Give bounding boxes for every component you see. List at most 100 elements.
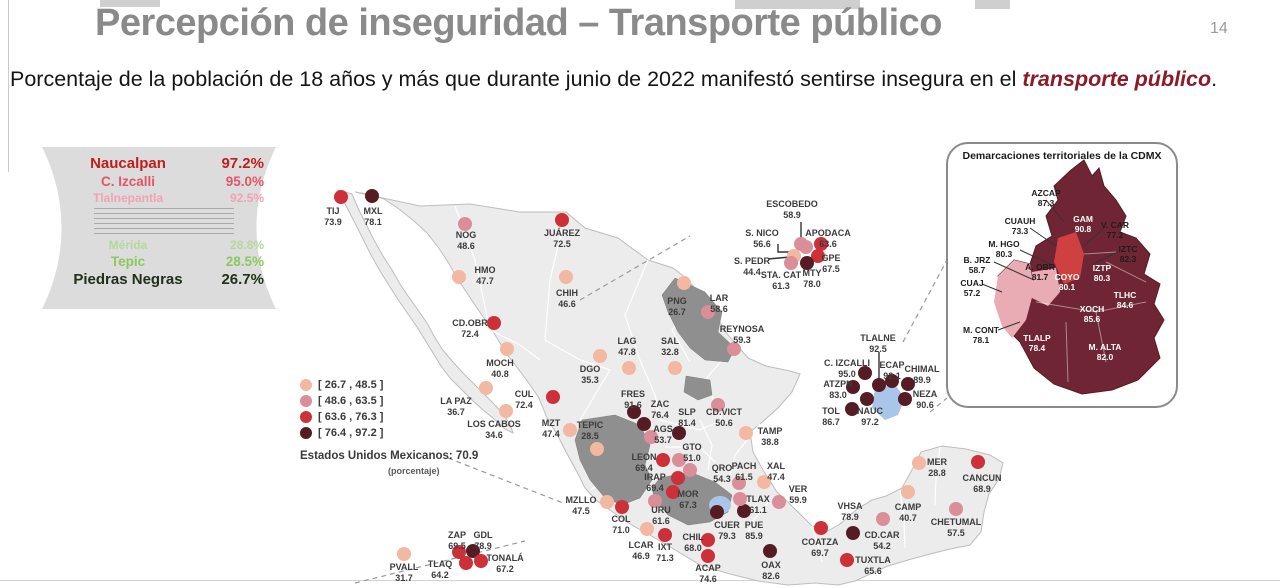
city-label-vhsa: VHSA 78.9	[837, 501, 862, 523]
city-label-coatza: COATZA 69.7	[802, 537, 839, 559]
city-label-la-paz: LA PAZ 36.7	[440, 396, 472, 418]
city-dot-tlax	[733, 492, 747, 506]
city-label-leon: LEON 69.4	[631, 452, 656, 474]
city-label-lcar: LCAR 46.9	[629, 540, 654, 562]
city-value: 91.6	[624, 399, 642, 410]
city-name: TLAX	[746, 494, 770, 504]
map-legend: [ 26.7 , 48.5 ] [ 48.6 , 63.5 ] [ 63.6 , 7…	[300, 377, 383, 441]
alcaldia-name: IZTP	[1092, 263, 1112, 273]
city-label-gpe: GPE 67.5	[821, 253, 840, 275]
city-name: SAL	[661, 336, 679, 346]
city-value: 78.0	[803, 278, 821, 289]
city-dot-lag	[622, 361, 636, 375]
city-value: 32.8	[661, 346, 679, 357]
city-name: URU	[651, 505, 671, 515]
city-dot-mer	[912, 456, 926, 470]
ranking-row: Mérida 28.8%	[54, 238, 264, 252]
city-dot-irap	[671, 471, 685, 485]
city-dot-sta-cat	[784, 256, 798, 270]
city-dot-dgo	[593, 349, 607, 363]
browser-artifact	[975, 0, 1010, 9]
city-dot-camp	[901, 485, 915, 499]
city-name: GDL	[473, 530, 493, 540]
city-name: NAUC	[857, 406, 883, 416]
city-value: 82.6	[762, 570, 780, 581]
city-label-atzpn: ATZPN 83.0	[823, 379, 852, 401]
city-value: 72.4	[461, 328, 479, 339]
city-name: SLP	[678, 407, 696, 417]
city-dot-s-nico	[799, 240, 813, 254]
alcaldia-name: A. OBR	[1025, 262, 1055, 272]
city-value: 67.5	[822, 263, 840, 274]
city-label-los-cabos: LOS CABOS 34.6	[467, 419, 521, 441]
city-value: 92.1	[883, 370, 901, 381]
city-name: TONALÁ	[486, 553, 524, 563]
city-label-chimal: CHIMAL 89.9	[905, 364, 940, 386]
alcaldia-label-tlalp: TLALP 78.4	[1023, 333, 1050, 353]
city-dot-qro	[683, 463, 697, 477]
city-label-tuxtla: TUXTLA 65.6	[855, 555, 891, 577]
city-label-mzt: MZT 47.4	[542, 418, 561, 440]
ranking-city-name: Piedras Negras	[73, 271, 183, 288]
city-value: 44.4	[743, 266, 761, 277]
ranking-city-name: Naucalpan	[90, 155, 166, 172]
ranking-city-name: Mérida	[108, 238, 148, 252]
city-dot-col	[615, 500, 629, 514]
city-dot-slp	[672, 426, 686, 440]
city-label-chetumal: CHETUMAL 57.5	[931, 517, 982, 539]
city-value: 69.5	[448, 540, 466, 551]
city-label-pue: PUE 85.9	[745, 520, 764, 542]
city-label-pvall: PVALL 31.7	[390, 562, 419, 584]
city-dot-png	[677, 276, 691, 290]
city-dot-oax	[763, 544, 777, 558]
city-dot-tlalne	[872, 378, 886, 392]
legend-swatch-icon	[300, 378, 312, 391]
city-value: 53.7	[654, 434, 672, 445]
alcaldia-label-coyo: COYO 80.1	[1054, 272, 1079, 292]
city-value: 71.0	[612, 524, 630, 535]
ranking-city-value: 28.8%	[229, 238, 264, 252]
alcaldia-value: 77.2	[1106, 230, 1124, 241]
city-label-chil: CHIL 68.0	[683, 532, 704, 554]
alcaldia-label-b-jrz: B. JRZ 58.7	[964, 255, 991, 275]
city-value: 28.8	[928, 467, 946, 478]
city-label-mer: MER 28.8	[927, 457, 947, 479]
ranking-city-value: 97.2%	[221, 155, 264, 172]
city-name: MER	[927, 457, 947, 467]
city-name: LA PAZ	[440, 396, 472, 406]
alcaldia-label-azcap: AZCAP 87.3	[1031, 188, 1060, 208]
city-label-gto: GTO 51.0	[682, 442, 701, 464]
city-value: 48.6	[457, 240, 475, 251]
national-average-note: (porcentaje)	[388, 466, 440, 476]
city-dot-cul	[546, 390, 560, 404]
alcaldia-label-tlhc: TLHC 84.6	[1114, 290, 1137, 310]
city-value: 58.9	[783, 209, 801, 220]
alcaldia-value: 80.1	[1058, 282, 1076, 293]
city-value: 64.2	[431, 569, 449, 580]
legend-range-label: [ 63.6 , 76.3 ]	[318, 410, 384, 423]
city-value: 56.6	[753, 238, 771, 249]
city-dot-tij	[334, 190, 348, 204]
city-name: LCAR	[628, 540, 654, 550]
city-value: 69.4	[646, 482, 664, 493]
alcaldia-value: 58.7	[968, 265, 986, 276]
ranking-row: Tepic 28.5%	[54, 254, 264, 269]
city-value: 71.3	[656, 552, 674, 563]
city-value: 59.3	[733, 334, 751, 345]
city-dot-chih	[559, 270, 573, 284]
city-value: 69.4	[635, 462, 653, 473]
legend-row: [ 26.7 , 48.5 ]	[300, 377, 383, 392]
city-value: 72.4	[515, 399, 533, 410]
city-name: OAX	[761, 560, 781, 570]
city-name: MZLLO	[565, 495, 597, 505]
legend-swatch-icon	[300, 426, 312, 439]
city-name: CHIMAL	[904, 364, 940, 374]
city-label-ecap: ECAP 92.1	[879, 360, 904, 382]
ranking-panel: Naucalpan 97.2% C. Izcalli 95.0% Tlalnepantl…	[40, 147, 278, 309]
city-dot-mty	[800, 256, 814, 270]
city-name: LAR	[709, 293, 729, 303]
city-value: 83.0	[829, 389, 847, 400]
city-dot-lcar	[640, 522, 654, 536]
alcaldia-name: B. JRZ	[963, 255, 991, 265]
alcaldia-name: TLHC	[1113, 290, 1137, 300]
